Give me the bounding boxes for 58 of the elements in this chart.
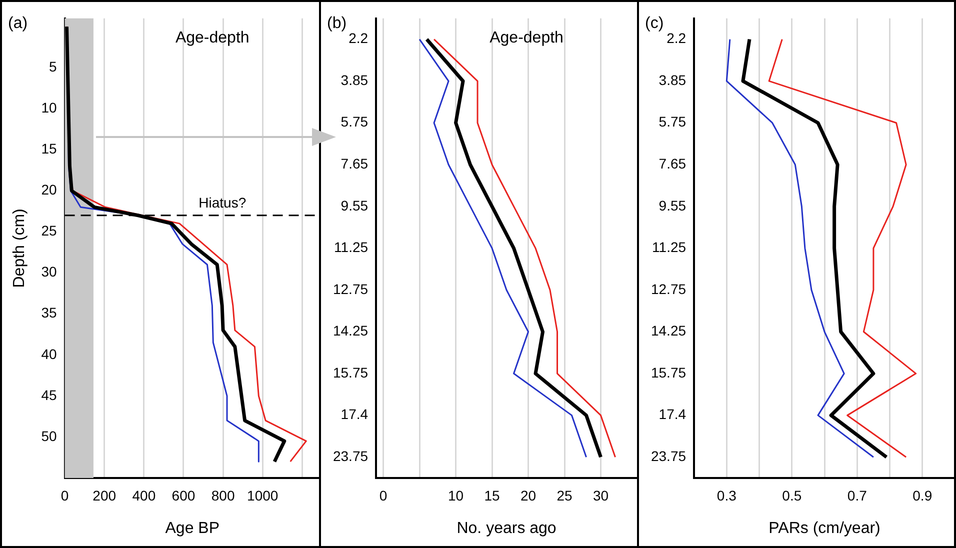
x-tick-label: 0 (380, 487, 388, 504)
x-tick-label: 800 (211, 487, 235, 504)
x-tick-label: 0.9 (912, 487, 932, 504)
y-tick-label: 17.4 (341, 406, 369, 422)
x-tick-label: 0.3 (716, 487, 736, 504)
x-tick-label: 25 (557, 487, 573, 504)
x-tick-label: 30 (593, 487, 610, 504)
y-tick-label: 11.25 (652, 239, 686, 256)
y-tick-label: 5.75 (341, 114, 369, 130)
y-tick-label: 40 (41, 346, 57, 362)
x-tick-label: 1000 (247, 487, 278, 504)
y-tick-label: 2.2 (666, 30, 686, 46)
y-tick-label: 23.75 (333, 448, 369, 464)
y-tick-label: 7.65 (341, 155, 369, 172)
y-tick-label: 20 (41, 182, 57, 198)
x-tick-label: 10 (448, 487, 464, 504)
text: Age-depth (490, 29, 564, 46)
x-tick-label: 15 (484, 487, 500, 504)
y-tick-label: 14.25 (650, 322, 686, 339)
x-tick-label: 600 (172, 487, 196, 504)
y-tick-label: 35 (41, 304, 57, 321)
x-axis-title: PARs (cm/year) (768, 520, 880, 537)
y-tick-label: 25 (41, 222, 57, 239)
y-tick-label: 9.55 (341, 197, 369, 214)
y-tick-label: 5.75 (658, 114, 686, 130)
y-tick-label: 9.55 (658, 197, 686, 214)
y-tick-label: 2.2 (348, 30, 369, 46)
text: (c) (644, 15, 664, 32)
y-axis-title: Depth (cm) (11, 208, 28, 288)
y-tick-label: 3.85 (341, 72, 369, 88)
text: (a) (8, 15, 28, 32)
x-tick-label: 20 (520, 487, 537, 504)
y-tick-label: 45 (41, 386, 57, 403)
text: Age-depth (175, 29, 250, 46)
y-tick-label: 30 (41, 264, 57, 280)
ref-line-label: Hiatus? (198, 194, 246, 210)
x-axis-title: No. years ago (457, 520, 557, 537)
x-tick-label: 0 (60, 487, 69, 504)
y-tick-label: 15.75 (333, 364, 369, 380)
x-tick-label: 0.7 (847, 487, 867, 504)
y-tick-label: 10 (41, 100, 57, 116)
y-tick-label: 15.75 (650, 364, 686, 380)
x-tick-label: 400 (132, 487, 156, 504)
y-tick-label: 14.25 (333, 322, 369, 339)
y-tick-label: 15 (41, 140, 57, 157)
y-tick-label: 11.25 (334, 239, 369, 256)
y-tick-label: 50 (41, 428, 57, 444)
y-tick-label: 7.65 (658, 155, 686, 172)
text: (b) (327, 15, 347, 32)
x-tick-label: 0.5 (782, 487, 802, 504)
y-tick-label: 17.4 (658, 406, 686, 422)
y-tick-label: 12.75 (650, 280, 686, 297)
y-tick-label: 12.75 (333, 280, 369, 297)
x-tick-label: 200 (92, 487, 116, 504)
y-tick-label: 3.85 (658, 72, 686, 88)
y-tick-label: 23.75 (650, 448, 686, 464)
x-axis-title: Age BP (165, 520, 220, 537)
y-tick-label: 5 (48, 58, 57, 74)
